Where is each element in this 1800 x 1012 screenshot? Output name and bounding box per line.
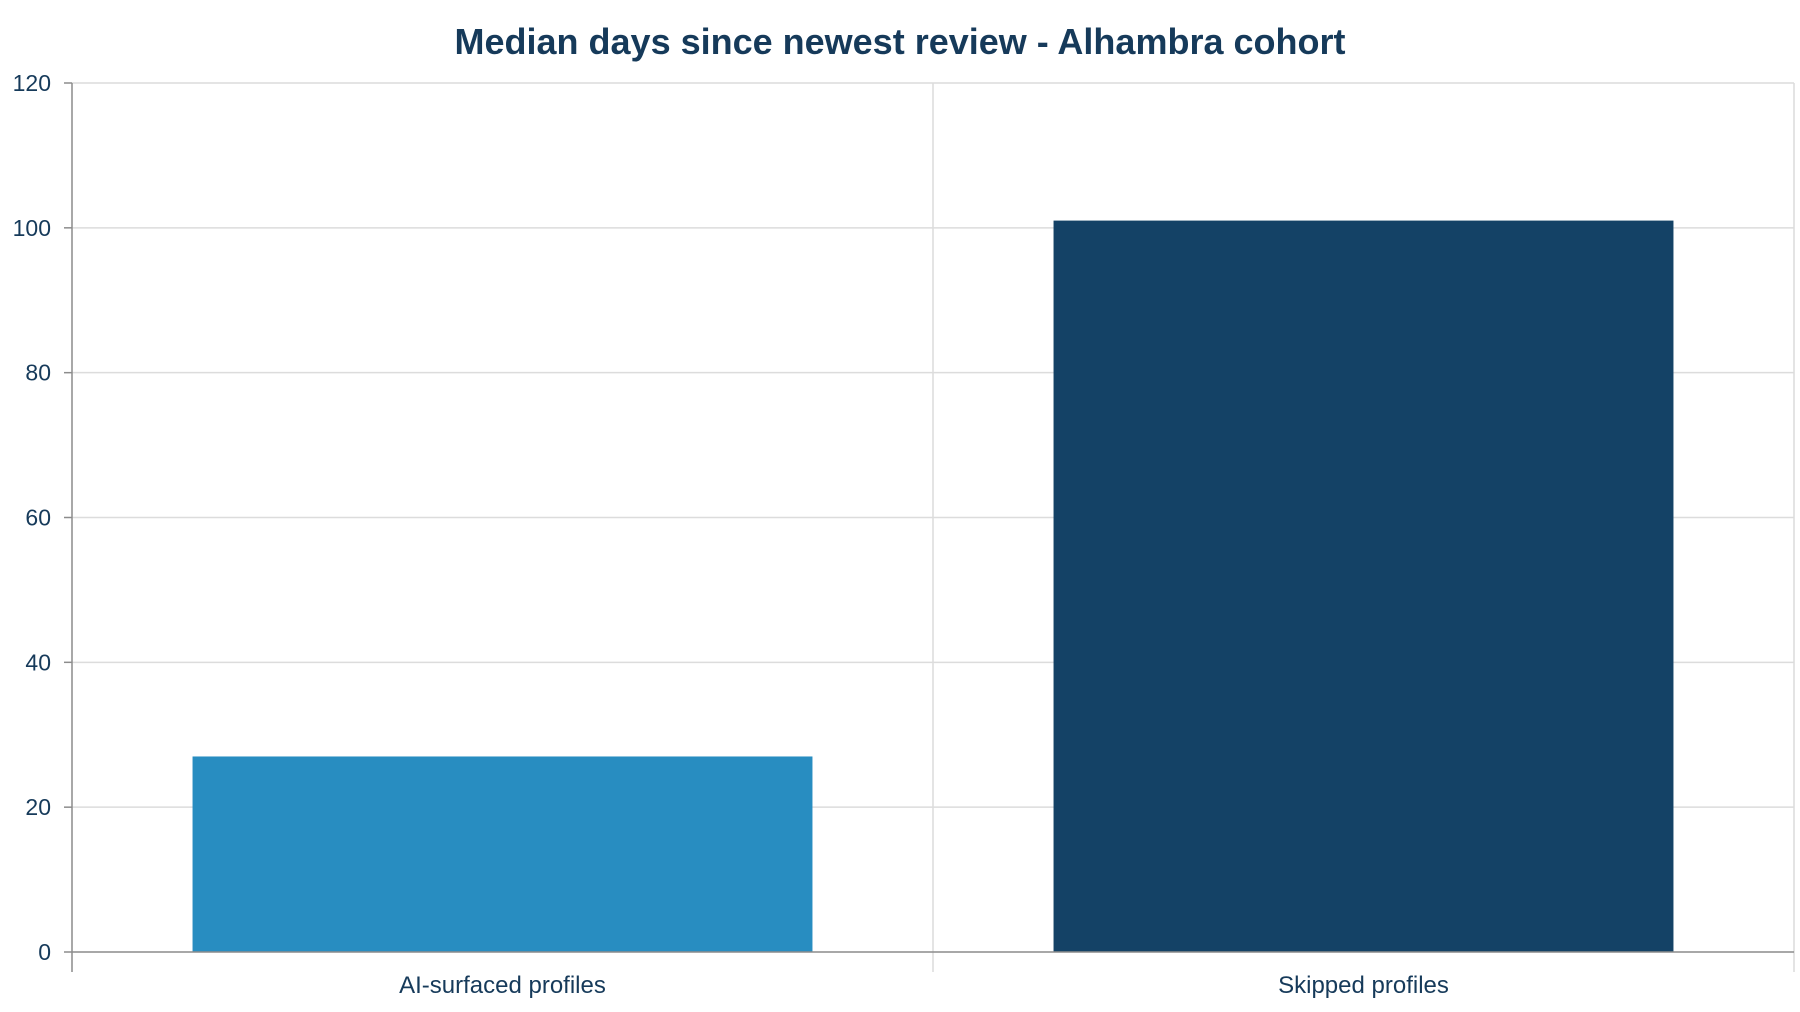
x-axis-categories: AI-surfaced profiles Skipped profiles xyxy=(399,972,1449,999)
y-tick-label: 0 xyxy=(38,939,51,965)
y-tick-label: 120 xyxy=(13,70,51,96)
x-category-label: Skipped profiles xyxy=(1278,972,1449,999)
y-tick-label: 100 xyxy=(13,215,51,241)
y-tick-label: 60 xyxy=(25,505,51,531)
y-tick-label: 40 xyxy=(25,649,51,675)
y-tick-label: 80 xyxy=(25,360,51,386)
y-tick-label: 20 xyxy=(25,794,51,820)
bar-2 xyxy=(1053,220,1674,952)
y-axis-ticks: 0 20 40 60 80 100 120 xyxy=(13,70,72,965)
bar-1 xyxy=(192,756,813,952)
axes xyxy=(71,83,1794,972)
chart-title: Median days since newest review - Alhamb… xyxy=(455,21,1346,62)
bars xyxy=(192,220,1674,952)
x-category-label: AI-surfaced profiles xyxy=(399,972,606,999)
